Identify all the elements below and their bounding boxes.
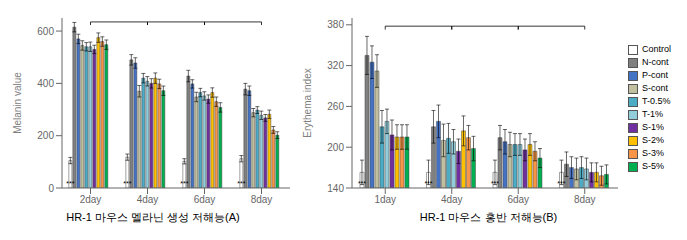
svg-text:380: 380	[327, 19, 344, 30]
svg-text:2day: 2day	[80, 194, 102, 205]
html-text:P-cont: P-cont	[642, 70, 668, 80]
svg-text:8day: 8day	[574, 194, 596, 205]
svg-text:320: 320	[327, 60, 344, 71]
html-text:T-1%: T-1%	[642, 109, 663, 119]
svg-text:200: 200	[327, 142, 344, 153]
svg-text:***: ***	[180, 180, 188, 187]
svg-text:8day: 8day	[251, 194, 273, 205]
svg-text:4day: 4day	[137, 194, 159, 205]
svg-text:***: ***	[557, 180, 565, 187]
svg-text:0: 0	[48, 183, 54, 194]
html-text:HR-1 마우스 멜라닌 생성 저해능(A): HR-1 마우스 멜라닌 생성 저해능(A)	[66, 211, 240, 223]
svg-text:***: ***	[237, 180, 245, 187]
html-text:Control: Control	[642, 44, 671, 54]
svg-text:140: 140	[327, 183, 344, 194]
svg-text:Erythema index: Erythema index	[302, 68, 313, 137]
svg-text:6day: 6day	[194, 194, 216, 205]
svg-text:1day: 1day	[374, 194, 396, 205]
svg-text:***: ***	[358, 180, 366, 187]
html-text:S-2%: S-2%	[642, 135, 664, 145]
svg-text:6day: 6day	[507, 194, 529, 205]
html-text:S-cont: S-cont	[642, 83, 668, 93]
svg-text:600: 600	[37, 26, 54, 37]
svg-text:***: ***	[424, 180, 432, 187]
html-text:HR-1 마우스 홍반 저해능(B): HR-1 마우스 홍반 저해능(B)	[419, 211, 558, 223]
svg-text:400: 400	[37, 78, 54, 89]
svg-text:Melanin value: Melanin value	[12, 72, 23, 134]
svg-text:***: ***	[123, 180, 131, 187]
html-text:S-5%: S-5%	[642, 161, 664, 171]
svg-text:***: ***	[491, 180, 499, 187]
svg-text:260: 260	[327, 101, 344, 112]
svg-text:***: ***	[66, 180, 74, 187]
svg-text:200: 200	[37, 130, 54, 141]
html-text:S-1%: S-1%	[642, 122, 664, 132]
html-text:N-cont: N-cont	[642, 57, 669, 67]
html-text:T-0.5%: T-0.5%	[642, 96, 671, 106]
svg-text:4day: 4day	[441, 194, 463, 205]
html-text:S-3%: S-3%	[642, 148, 664, 158]
